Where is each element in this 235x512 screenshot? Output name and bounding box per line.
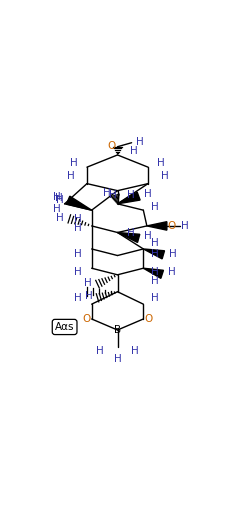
Text: H: H (151, 293, 159, 303)
Text: H: H (70, 158, 78, 168)
Text: H: H (74, 293, 81, 303)
Text: H: H (151, 238, 159, 248)
Text: H: H (151, 249, 159, 259)
Text: H: H (161, 171, 168, 181)
Text: H: H (53, 204, 60, 215)
Text: H: H (67, 171, 74, 181)
Text: H: H (127, 190, 134, 200)
Text: H: H (127, 227, 134, 238)
Text: H: H (151, 275, 159, 286)
Text: H: H (131, 346, 139, 356)
Text: H: H (96, 346, 104, 356)
Text: O: O (144, 314, 153, 324)
Text: H: H (136, 137, 144, 147)
Text: H: H (55, 193, 63, 203)
Polygon shape (118, 192, 140, 204)
Text: H: H (103, 188, 111, 198)
Text: H: H (74, 249, 81, 259)
Text: H: H (84, 278, 92, 288)
Polygon shape (118, 232, 140, 243)
Text: H: H (151, 202, 159, 211)
Text: H: H (85, 291, 92, 301)
Text: O: O (82, 314, 91, 324)
Text: H: H (56, 195, 64, 205)
Polygon shape (143, 268, 164, 279)
Polygon shape (143, 249, 164, 259)
Text: H: H (151, 267, 159, 278)
Text: H: H (74, 223, 81, 233)
Text: O: O (107, 141, 116, 151)
Text: Aαs: Aαs (55, 322, 74, 332)
Text: B: B (114, 325, 121, 335)
Text: H: H (168, 267, 175, 278)
Polygon shape (67, 196, 92, 210)
Text: H: H (56, 212, 64, 223)
Text: H: H (144, 231, 151, 241)
Polygon shape (147, 222, 167, 230)
Text: H: H (74, 214, 81, 224)
Text: H: H (109, 190, 117, 200)
Text: H: H (157, 158, 165, 168)
Text: O: O (167, 221, 175, 231)
Text: H: H (169, 249, 176, 259)
Text: H: H (74, 267, 81, 278)
Text: H: H (181, 221, 188, 231)
Text: H: H (144, 189, 151, 199)
Text: H: H (130, 146, 138, 157)
Text: H: H (114, 354, 121, 365)
Text: H: H (53, 192, 60, 202)
